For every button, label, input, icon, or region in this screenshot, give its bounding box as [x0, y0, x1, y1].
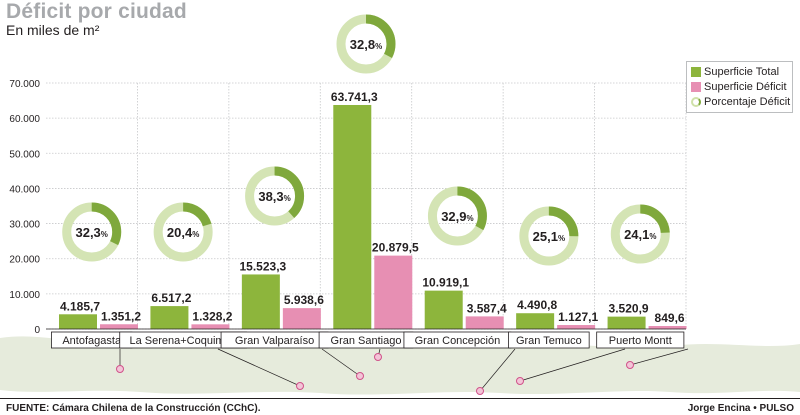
leader-line [519, 348, 626, 382]
bar-superficie-deficit [100, 324, 138, 329]
percent-label: 20,4% [167, 225, 199, 240]
bar-superficie-total [241, 274, 280, 329]
legend-label-deficit: Superficie Déficit [704, 80, 787, 93]
data-label-deficit: 849,6 [655, 311, 685, 325]
legend-label-percent: Porcentaje Déficit [704, 95, 791, 108]
map-marker [476, 387, 484, 395]
legend-swatch-deficit [691, 81, 701, 92]
category-label: Gran Temuco [516, 335, 582, 347]
y-tick-label: 50.000 [9, 149, 40, 160]
data-label-total: 15.523,3 [239, 259, 286, 273]
leader-line [321, 348, 361, 377]
y-tick-label: 70.000 [9, 79, 40, 90]
data-label-deficit: 20.879,5 [372, 241, 419, 255]
y-tick-label: 60.000 [9, 114, 40, 125]
category-label: Gran Concepción [415, 335, 501, 347]
legend-item-total: Superficie Total [691, 64, 779, 79]
percent-unit: % [467, 214, 474, 223]
map-silhouette [0, 336, 800, 395]
data-label-total: 6.517,2 [151, 291, 191, 305]
map-marker [516, 377, 524, 385]
percent-label: 32,9% [441, 209, 473, 224]
percent-ring-value [245, 166, 305, 226]
map-marker [296, 382, 304, 390]
percent-unit: % [192, 230, 199, 239]
percent-label: 24,1% [624, 227, 656, 242]
percent-label: 32,8% [350, 37, 382, 52]
percent-unit: % [649, 232, 656, 241]
bar-superficie-total [516, 313, 555, 329]
data-label-total: 3.520,9 [609, 302, 649, 316]
map-marker [116, 365, 124, 373]
percent-ring-value [62, 202, 122, 262]
data-label-deficit: 1.351,2 [101, 309, 141, 323]
bar-superficie-total [607, 316, 646, 329]
percent-unit: % [558, 234, 565, 243]
bar-superficie-deficit [282, 308, 321, 329]
legend-item-percent: Porcentaje Déficit [691, 94, 790, 109]
legend-swatch-total [691, 66, 701, 77]
bar-superficie-total [150, 306, 189, 329]
data-label-total: 4.185,7 [60, 299, 100, 313]
percent-label: 38,3% [258, 189, 290, 204]
category-label: Antofagasta [62, 335, 122, 347]
percent-ring-value [336, 14, 396, 74]
chart-subtitle: En miles de m² [6, 22, 100, 38]
data-label-total: 63.741,3 [331, 90, 378, 104]
category-label: Gran Santiago [331, 335, 402, 347]
percent-ring-value [519, 206, 579, 266]
source-note: FUENTE: Cámara Chilena de la Construcció… [6, 403, 261, 414]
percent-ring-value [610, 204, 670, 264]
percent-ring-value [427, 186, 487, 246]
category-label: Puerto Montt [609, 335, 672, 347]
bar-superficie-deficit [191, 324, 230, 329]
author-credit: Jorge Encina • PULSO [687, 403, 794, 414]
bar-superficie-deficit [374, 255, 413, 329]
percent-label: 25,1% [533, 229, 565, 244]
category-label: La Serena+Coquimbo [129, 335, 236, 347]
y-tick-label: 0 [34, 325, 40, 336]
map-marker [356, 372, 364, 380]
y-tick-label: 20.000 [9, 255, 40, 266]
data-label-deficit: 5.938,6 [284, 293, 324, 307]
data-label-deficit: 3.587,4 [467, 301, 507, 315]
category-label-box [596, 331, 685, 349]
percent-unit: % [284, 194, 291, 203]
bar-superficie-deficit [648, 326, 687, 329]
percent-label: 32,3% [75, 225, 107, 240]
leader-line [479, 348, 516, 392]
leader-line [217, 348, 301, 387]
data-label-total: 10.919,1 [422, 276, 469, 290]
map-marker [626, 361, 634, 369]
map-marker [374, 353, 382, 361]
chart-title: Déficit por ciudad [6, 0, 187, 23]
percent-unit: % [101, 230, 108, 239]
percent-unit: % [375, 42, 382, 51]
leader-line [629, 348, 689, 366]
legend-swatch-percent [691, 96, 701, 107]
data-label-deficit: 1.127,1 [558, 310, 598, 324]
data-label-deficit: 1.328,2 [192, 309, 232, 323]
y-tick-label: 10.000 [9, 290, 40, 301]
footer-divider [0, 398, 800, 399]
legend-item-deficit: Superficie Déficit [691, 79, 787, 94]
bar-superficie-deficit [557, 325, 596, 329]
legend-label-total: Superficie Total [704, 65, 780, 78]
bar-superficie-total [424, 290, 463, 329]
y-tick-label: 30.000 [9, 220, 40, 231]
bar-superficie-deficit [465, 316, 504, 329]
percent-ring-value [153, 202, 213, 262]
bar-superficie-total [59, 314, 97, 329]
category-label-box [508, 331, 590, 349]
chart-legend: Superficie Total Superficie Déficit Porc… [686, 61, 793, 113]
data-label-total: 4.490,8 [517, 298, 557, 312]
y-tick-label: 40.000 [9, 184, 40, 195]
category-label: Gran Valparaíso [235, 335, 314, 347]
bar-superficie-total [333, 104, 372, 329]
